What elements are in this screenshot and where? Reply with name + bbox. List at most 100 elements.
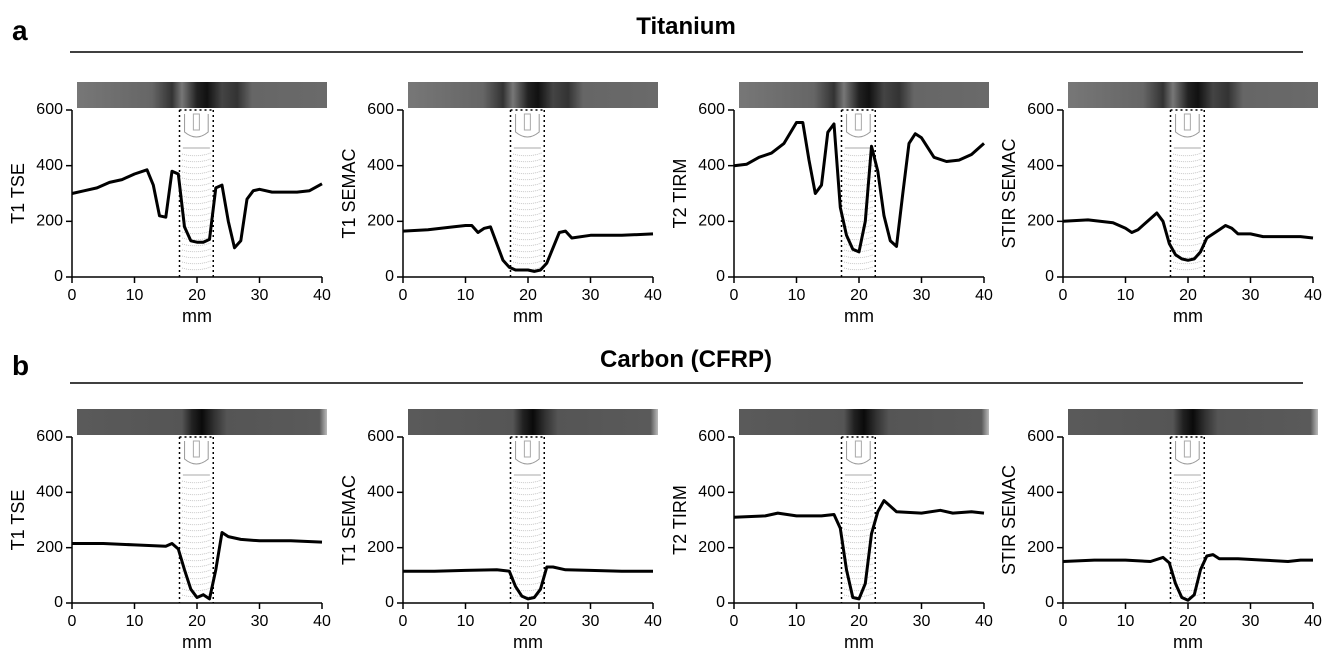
screw-thread [1172,593,1202,598]
x-tick-label: 10 [126,613,144,630]
screw-slot [1183,113,1191,131]
screw-thread [181,260,211,265]
plot: 0 200 400 600 0 10 20 30 40 mm T1 SEMAC [339,82,662,326]
screw-thread [1172,569,1202,574]
screw-thread [843,539,873,544]
screw-thread [1172,182,1202,187]
data-line [733,499,985,601]
screw-thread [181,515,211,520]
screw-thread [181,194,211,199]
plot: 0 200 400 600 0 10 20 30 40 mm T1 TSE [8,82,331,326]
screw-thread [512,248,542,253]
plot: 0 200 400 600 0 10 20 30 40 mm T2 TIRM [670,82,993,326]
screw-thread [181,485,211,490]
screw-thread [1172,212,1202,217]
screw-thread [843,260,873,265]
screw-thread [512,236,542,241]
screw-thread [181,182,211,187]
y-axis-label: T1 SEMAC [339,148,359,238]
screw-thread [1172,224,1202,229]
y-tick-label: 600 [367,428,394,445]
screw-thread [843,581,873,586]
screw-thread [512,503,542,508]
y-tick-label: 200 [698,539,725,556]
screw-thread [181,254,211,259]
image-strip [739,82,989,108]
screw-thread [512,176,542,181]
screw-thread [512,509,542,514]
screw-thread [843,509,873,514]
screw-thread [843,575,873,580]
screw-thread [1172,491,1202,496]
screw-thread [1172,527,1202,532]
x-tick-label: 20 [519,287,537,304]
data-line [733,121,985,254]
screw-thread [181,176,211,181]
screw-thread [843,515,873,520]
screw-thread [1172,533,1202,538]
screw-thread [1172,200,1202,205]
y-axis-label: T1 SEMAC [339,475,359,565]
screw-thread [512,551,542,556]
screw-thread [843,266,873,271]
screw-thread [843,206,873,211]
y-tick-label: 400 [698,157,725,174]
screw-thread [181,479,211,484]
screw-thread [512,497,542,502]
screw-thread [843,497,873,502]
x-tick-label: 30 [1242,613,1260,630]
screw-thread [1172,497,1202,502]
x-tick-label: 30 [913,287,931,304]
panel-label: a [12,15,28,46]
x-tick-label: 40 [644,287,662,304]
screw-thread [843,479,873,484]
screw-thread [181,557,211,562]
y-tick-label: 0 [1045,594,1054,611]
plot: 0 200 400 600 0 10 20 30 40 mm T1 TSE [8,409,331,652]
x-tick-label: 0 [1059,287,1068,304]
x-tick-label: 20 [850,287,868,304]
y-tick-label: 600 [36,428,63,445]
screw-thread [181,218,211,223]
screw-thread [843,491,873,496]
screw-thread [512,569,542,574]
screw-thread [512,593,542,598]
y-tick-label: 0 [54,594,63,611]
screw-thread [843,521,873,526]
screw-thread [512,254,542,259]
x-axis-label: mm [513,306,543,326]
screw-thread [1172,539,1202,544]
y-tick-label: 200 [698,213,725,230]
x-tick-label: 40 [644,613,662,630]
x-tick-label: 10 [1117,287,1135,304]
screw-thread [181,545,211,550]
screw-thread [512,533,542,538]
y-tick-label: 0 [54,268,63,285]
screw-thread [512,230,542,235]
screw-thread [181,497,211,502]
image-strip [77,409,327,435]
y-tick-label: 600 [698,428,725,445]
screw-thread [843,152,873,157]
y-tick-label: 0 [385,268,394,285]
screw-thread [1172,230,1202,235]
screw-thread [512,194,542,199]
screw-thread [512,224,542,229]
screw-thread [1172,248,1202,253]
screw-thread [512,242,542,247]
y-tick-label: 200 [367,213,394,230]
x-tick-label: 30 [251,613,269,630]
screw-thread [512,188,542,193]
screw-thread [1172,260,1202,265]
y-axis-label: T1 TSE [8,163,28,224]
plot: 0 200 400 600 0 10 20 30 40 mm T1 SEMAC [339,409,662,652]
screw-thread [512,152,542,157]
x-tick-label: 20 [1179,613,1197,630]
x-tick-label: 40 [1304,287,1322,304]
x-tick-label: 10 [126,287,144,304]
screw-thread [512,485,542,490]
screw-thread [1172,485,1202,490]
data-line [71,168,323,250]
screw-head [184,114,209,138]
